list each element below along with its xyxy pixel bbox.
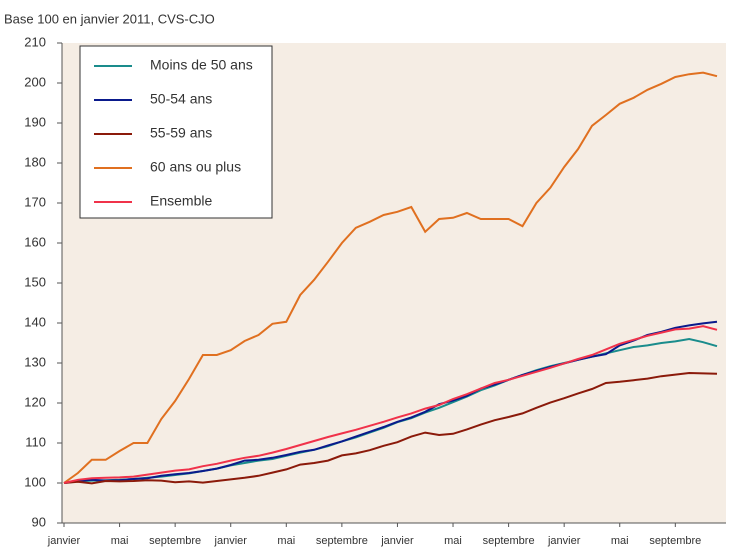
legend-label: Ensemble xyxy=(150,193,212,209)
legend-label: Moins de 50 ans xyxy=(150,57,253,73)
y-tick-label: 180 xyxy=(24,154,46,169)
x-tick-label: janvier xyxy=(547,535,581,547)
y-tick-label: 140 xyxy=(24,314,46,329)
x-tick-label: mai xyxy=(111,535,129,547)
y-tick-label: 160 xyxy=(24,234,46,249)
legend-label: 60 ans ou plus xyxy=(150,159,241,175)
x-tick-label: septembre xyxy=(649,535,701,547)
y-tick-label: 110 xyxy=(25,434,46,449)
y-tick-label: 90 xyxy=(32,514,46,529)
x-tick-label: janvier xyxy=(47,535,81,547)
x-tick-label: septembre xyxy=(483,535,535,547)
y-tick-label: 170 xyxy=(24,194,46,209)
x-tick-label: mai xyxy=(444,535,462,547)
x-tick-label: mai xyxy=(611,535,629,547)
series-line xyxy=(63,371,718,485)
x-tick-label: mai xyxy=(277,535,295,547)
y-tick-label: 120 xyxy=(24,394,46,409)
series-line xyxy=(63,320,718,484)
legend-box xyxy=(79,45,273,219)
legend-label: 55-59 ans xyxy=(150,125,212,141)
y-tick-label: 200 xyxy=(24,74,46,89)
x-tick-label: septembre xyxy=(316,535,368,547)
y-tick-label: 130 xyxy=(24,354,46,369)
x-tick-label: janvier xyxy=(380,535,414,547)
chart-subtitle: Base 100 en janvier 2011, CVS-CJO xyxy=(4,11,215,26)
y-tick-label: 190 xyxy=(24,114,46,129)
y-tick-label: 210 xyxy=(24,34,46,49)
x-tick-label: septembre xyxy=(149,535,201,547)
x-tick-label: janvier xyxy=(214,535,248,547)
y-tick-label: 100 xyxy=(24,474,46,489)
series-line xyxy=(63,325,718,484)
legend-label: 50-54 ans xyxy=(150,91,212,107)
y-tick-label: 150 xyxy=(24,274,46,289)
series-line xyxy=(63,71,718,484)
